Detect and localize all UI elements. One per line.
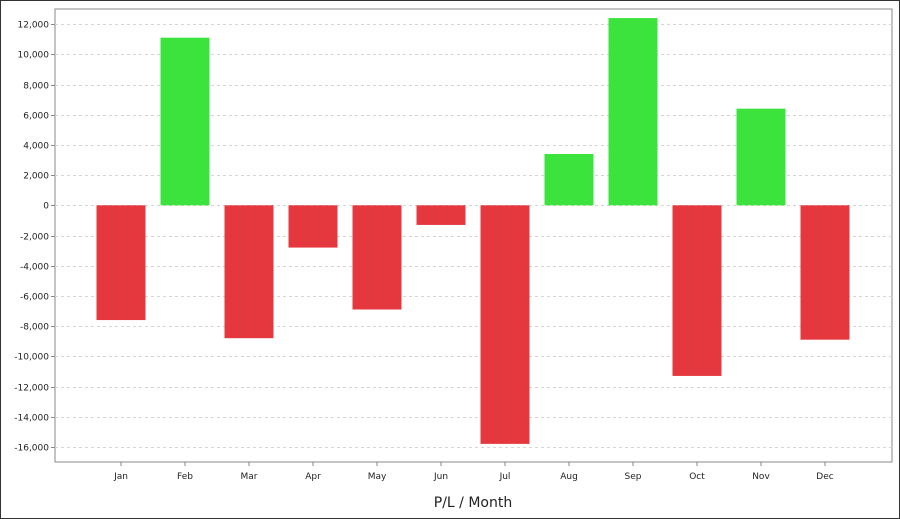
y-tick-label: -16,000: [14, 444, 49, 454]
x-tick-label: Feb: [177, 472, 193, 482]
y-tick-label: -6,000: [20, 293, 49, 303]
bar-jun: [416, 205, 466, 225]
y-tick-label: 2,000: [23, 172, 49, 182]
bar-mar: [224, 205, 274, 339]
y-tick-label: 10,000: [18, 51, 50, 61]
x-tick-label: Jun: [433, 472, 448, 482]
y-tick-label: 4,000: [23, 142, 49, 152]
x-axis-ticks: Jan Feb Mar Apr May Jun Jul Aug Sep Oct Nov Dec: [113, 462, 834, 482]
x-tick-label: Sep: [625, 472, 642, 482]
x-tick-label: Jan: [113, 472, 128, 482]
bar-apr: [288, 205, 338, 248]
x-tick-label: Jul: [499, 472, 511, 482]
bar-sep: [608, 18, 658, 206]
bar-jan: [96, 205, 146, 321]
x-axis-title: P/L / Month: [434, 495, 512, 511]
bar-jul: [480, 205, 530, 444]
x-tick-label: May: [368, 472, 387, 482]
bar-may: [352, 205, 402, 310]
y-tick-label: -4,000: [20, 263, 49, 273]
y-tick-label: 0: [43, 202, 49, 212]
y-tick-label: -12,000: [14, 384, 49, 394]
y-tick-label: 6,000: [23, 112, 49, 122]
bar-oct: [672, 205, 722, 376]
x-tick-label: Mar: [241, 472, 258, 482]
x-tick-label: Dec: [816, 472, 833, 482]
bar-nov: [736, 108, 786, 206]
bar-aug: [544, 153, 594, 206]
x-tick-label: Oct: [689, 472, 705, 482]
x-tick-label: Apr: [305, 472, 321, 482]
x-tick-label: Nov: [752, 472, 770, 482]
y-tick-label: 8,000: [23, 82, 49, 92]
y-tick-label: -2,000: [20, 233, 49, 243]
y-tick-label: 12,000: [18, 21, 50, 31]
y-tick-label: -14,000: [14, 414, 49, 424]
bar-dec: [800, 205, 850, 340]
y-tick-label: -8,000: [20, 323, 49, 333]
y-axis-ticks: -16,000 -14,000 -12,000 -10,000 -8,000 -6,000…: [14, 21, 55, 454]
x-tick-label: Aug: [560, 472, 578, 482]
bar-feb: [160, 37, 210, 206]
bars: [96, 18, 850, 444]
y-tick-label: -10,000: [14, 353, 49, 363]
